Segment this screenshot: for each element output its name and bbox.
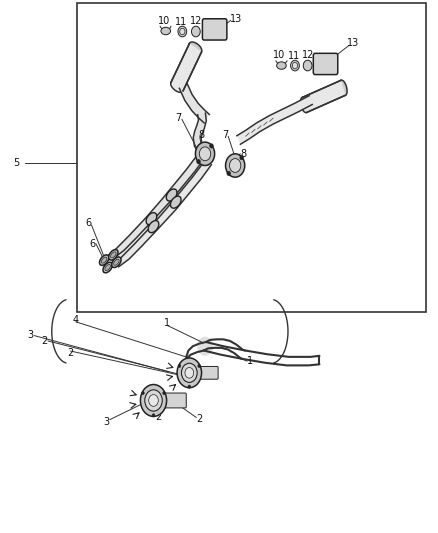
- Circle shape: [195, 142, 215, 165]
- Text: 8: 8: [241, 149, 247, 159]
- Polygon shape: [237, 96, 312, 144]
- Ellipse shape: [300, 98, 308, 112]
- Circle shape: [145, 390, 162, 411]
- Ellipse shape: [171, 81, 183, 92]
- Polygon shape: [114, 158, 212, 267]
- FancyBboxPatch shape: [200, 367, 218, 379]
- Ellipse shape: [113, 259, 119, 265]
- Text: 11: 11: [287, 51, 300, 61]
- Ellipse shape: [146, 213, 157, 225]
- Ellipse shape: [166, 189, 177, 201]
- Ellipse shape: [161, 27, 170, 35]
- Circle shape: [210, 144, 213, 148]
- Ellipse shape: [189, 42, 202, 53]
- Text: 1: 1: [164, 318, 170, 328]
- Circle shape: [180, 28, 185, 35]
- Text: 4: 4: [143, 401, 149, 411]
- Text: 12: 12: [302, 50, 314, 60]
- Text: 12: 12: [190, 16, 202, 26]
- Circle shape: [191, 26, 200, 37]
- Circle shape: [178, 26, 187, 37]
- Circle shape: [178, 365, 181, 368]
- Circle shape: [185, 368, 194, 378]
- Circle shape: [198, 365, 201, 368]
- Ellipse shape: [112, 257, 121, 268]
- Text: 2: 2: [196, 414, 202, 424]
- Ellipse shape: [339, 80, 347, 95]
- Ellipse shape: [105, 264, 110, 271]
- Text: 10: 10: [273, 50, 285, 60]
- Text: 8: 8: [198, 130, 205, 140]
- Polygon shape: [171, 43, 201, 91]
- FancyBboxPatch shape: [313, 53, 338, 75]
- Text: 11: 11: [175, 17, 187, 27]
- Circle shape: [177, 358, 201, 387]
- Circle shape: [141, 391, 144, 394]
- Circle shape: [197, 159, 200, 164]
- Text: 7: 7: [175, 112, 181, 123]
- Circle shape: [230, 159, 241, 172]
- Polygon shape: [193, 113, 208, 157]
- FancyBboxPatch shape: [165, 393, 186, 408]
- Circle shape: [141, 384, 166, 416]
- Circle shape: [163, 391, 166, 394]
- Text: 1: 1: [247, 356, 253, 366]
- Text: 10: 10: [158, 16, 170, 26]
- Circle shape: [226, 154, 245, 177]
- Text: 3: 3: [103, 417, 110, 427]
- Text: 4: 4: [73, 314, 79, 325]
- Polygon shape: [302, 80, 346, 112]
- FancyBboxPatch shape: [202, 19, 227, 40]
- Text: 2: 2: [155, 412, 162, 422]
- Circle shape: [199, 147, 211, 161]
- Circle shape: [149, 394, 158, 406]
- Text: 13: 13: [346, 38, 359, 48]
- Ellipse shape: [277, 62, 286, 69]
- Ellipse shape: [109, 249, 118, 260]
- Ellipse shape: [170, 196, 181, 208]
- Circle shape: [227, 171, 230, 175]
- Ellipse shape: [99, 255, 109, 265]
- Text: 6: 6: [85, 218, 91, 228]
- Circle shape: [303, 60, 312, 71]
- Polygon shape: [106, 157, 202, 265]
- Text: 13: 13: [230, 14, 243, 25]
- Ellipse shape: [148, 221, 159, 233]
- Text: 2: 2: [67, 348, 74, 358]
- Polygon shape: [206, 342, 319, 357]
- Text: 6: 6: [89, 239, 95, 248]
- Circle shape: [240, 156, 244, 160]
- Circle shape: [188, 385, 191, 388]
- Polygon shape: [180, 83, 209, 123]
- Circle shape: [181, 364, 197, 382]
- Circle shape: [292, 62, 297, 69]
- Text: 3: 3: [27, 329, 33, 340]
- Ellipse shape: [102, 257, 107, 263]
- Bar: [77, 3, 426, 312]
- Text: 2: 2: [41, 336, 47, 346]
- Text: 5: 5: [13, 158, 19, 168]
- Circle shape: [197, 337, 213, 356]
- Circle shape: [290, 60, 299, 71]
- Ellipse shape: [110, 252, 116, 258]
- Ellipse shape: [103, 262, 112, 273]
- Text: 7: 7: [223, 130, 229, 140]
- Circle shape: [152, 414, 155, 417]
